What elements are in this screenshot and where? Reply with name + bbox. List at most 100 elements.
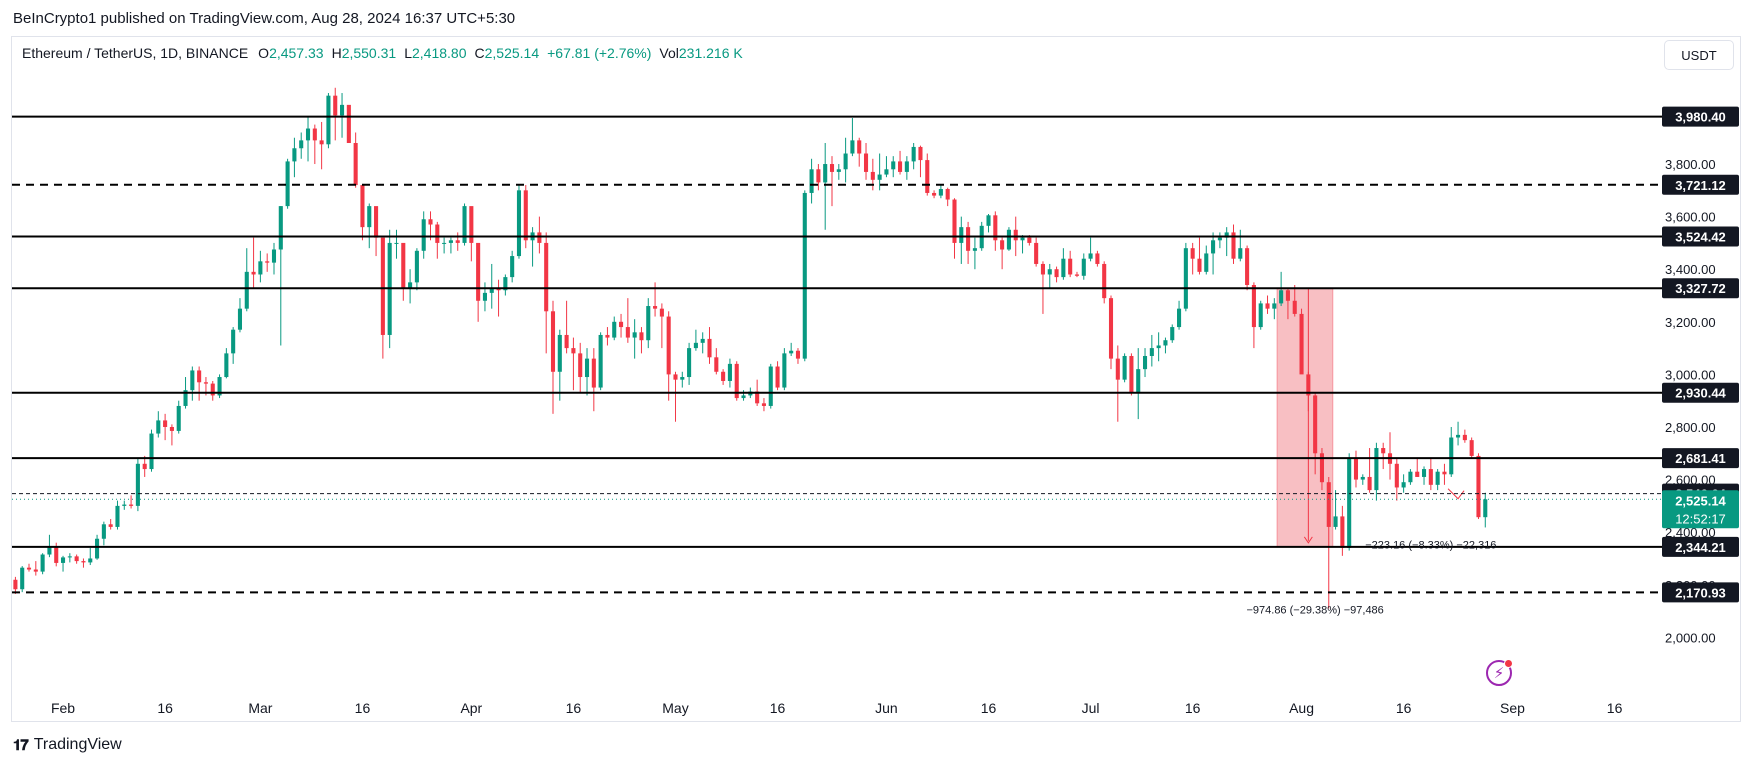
candle-body bbox=[578, 353, 583, 378]
x-tick-label: 16 bbox=[1607, 700, 1623, 716]
candle-body bbox=[1456, 434, 1461, 438]
candle-body bbox=[244, 271, 249, 309]
candle-body bbox=[959, 227, 964, 243]
candle-body bbox=[734, 363, 739, 399]
candle-body bbox=[1483, 499, 1488, 518]
candle-body bbox=[544, 242, 549, 312]
candle-body bbox=[1054, 269, 1059, 278]
x-tick-label: 16 bbox=[770, 700, 786, 716]
level-label-bg bbox=[1662, 226, 1739, 247]
symbol-name: Ethereum / TetherUS, 1D, BINANCE bbox=[22, 45, 249, 61]
level-label: 2,344.21 bbox=[1675, 540, 1726, 555]
candle-body bbox=[1421, 469, 1427, 477]
candle-body bbox=[1163, 340, 1168, 346]
candle-body bbox=[421, 219, 426, 251]
change-value: +67.81 (+2.76%) bbox=[547, 45, 652, 61]
candle-body bbox=[1190, 248, 1195, 259]
measure-arrow-head bbox=[1303, 536, 1313, 544]
y-tick-label: 3,600.00 bbox=[1665, 210, 1716, 225]
candle-body bbox=[1462, 434, 1467, 441]
candle-body bbox=[1265, 303, 1270, 309]
candle-body bbox=[1136, 369, 1141, 393]
y-tick-label: 2,000.00 bbox=[1665, 630, 1716, 645]
candle-body bbox=[20, 567, 25, 590]
candle-body bbox=[333, 95, 338, 116]
published-caption: BeInCrypto1 published on TradingView.com… bbox=[13, 10, 516, 27]
currency-button[interactable]: USDT bbox=[1664, 40, 1734, 70]
candle-body bbox=[857, 140, 862, 154]
lightning-bolt-icon[interactable]: ⚡ bbox=[1486, 659, 1513, 686]
candle-body bbox=[911, 146, 916, 162]
candle-body bbox=[1306, 374, 1311, 396]
candle-body bbox=[1040, 263, 1045, 275]
candle-body bbox=[850, 140, 855, 154]
candle-body bbox=[1299, 313, 1304, 375]
candle-body bbox=[1292, 300, 1297, 314]
candle-body bbox=[952, 199, 957, 243]
candle-body bbox=[210, 383, 215, 396]
candle-body bbox=[203, 382, 208, 384]
candle-body bbox=[135, 463, 140, 506]
volume-value: 231.216 K bbox=[678, 45, 743, 61]
candle-body bbox=[1333, 516, 1338, 527]
candle-body bbox=[1020, 237, 1025, 241]
candle-body bbox=[904, 161, 909, 172]
candle-body bbox=[1340, 516, 1345, 548]
candle-body bbox=[1374, 448, 1379, 491]
candle-body bbox=[714, 357, 719, 372]
candle-body bbox=[129, 504, 134, 506]
high-label: H bbox=[331, 45, 342, 61]
candle-body bbox=[346, 104, 351, 143]
candle-body bbox=[1204, 253, 1209, 272]
x-tick-label: Jul bbox=[1082, 700, 1100, 716]
low-value: 2,418.80 bbox=[411, 45, 467, 61]
candle-body bbox=[925, 160, 930, 193]
candle-body bbox=[1095, 253, 1100, 264]
candle-body bbox=[557, 334, 562, 372]
candle-body bbox=[1285, 290, 1290, 301]
candle-body bbox=[1081, 258, 1086, 276]
candle-body bbox=[1319, 453, 1324, 483]
volume-label: Vol bbox=[659, 45, 679, 61]
tradingview-brand[interactable]: 𝟏𝟕 TradingView bbox=[13, 736, 122, 754]
candle-body bbox=[265, 261, 270, 263]
candle-body bbox=[775, 366, 780, 388]
candle-body bbox=[612, 321, 617, 338]
candle-body bbox=[33, 569, 38, 572]
countdown-label: 12:52:17 bbox=[1675, 511, 1726, 526]
candle-body bbox=[47, 546, 52, 555]
level-label-bg bbox=[1662, 536, 1739, 557]
x-tick-label: 16 bbox=[1396, 700, 1412, 716]
low-label: L bbox=[404, 45, 412, 61]
candle-body bbox=[1149, 348, 1154, 356]
candle-body bbox=[237, 308, 243, 330]
level-label: 2,170.93 bbox=[1675, 585, 1726, 600]
chart-frame bbox=[11, 36, 1741, 722]
candle-body bbox=[81, 561, 86, 563]
candle-body bbox=[632, 332, 637, 338]
candle-body bbox=[653, 306, 658, 309]
candle-body bbox=[898, 161, 903, 172]
x-tick-label: 16 bbox=[157, 700, 173, 716]
candle-body bbox=[1115, 358, 1120, 380]
candle-body bbox=[231, 329, 236, 354]
candle-body bbox=[469, 206, 474, 243]
candle-body bbox=[823, 164, 828, 183]
candle-body bbox=[54, 546, 59, 563]
candle-body bbox=[782, 353, 787, 388]
candle-body bbox=[312, 128, 317, 141]
y-tick-label: 3,800.00 bbox=[1665, 157, 1716, 172]
candle-body bbox=[510, 256, 515, 278]
candle-body bbox=[795, 350, 801, 359]
candle-body bbox=[1000, 240, 1005, 250]
candle-body bbox=[326, 95, 331, 145]
candle-body bbox=[101, 524, 106, 539]
candle-body bbox=[1469, 440, 1474, 456]
candle-body bbox=[639, 332, 644, 341]
level-label: 2,930.44 bbox=[1675, 386, 1726, 401]
level-label-bg bbox=[1662, 448, 1739, 469]
candle-body bbox=[1231, 232, 1236, 259]
candle-body bbox=[224, 353, 229, 378]
